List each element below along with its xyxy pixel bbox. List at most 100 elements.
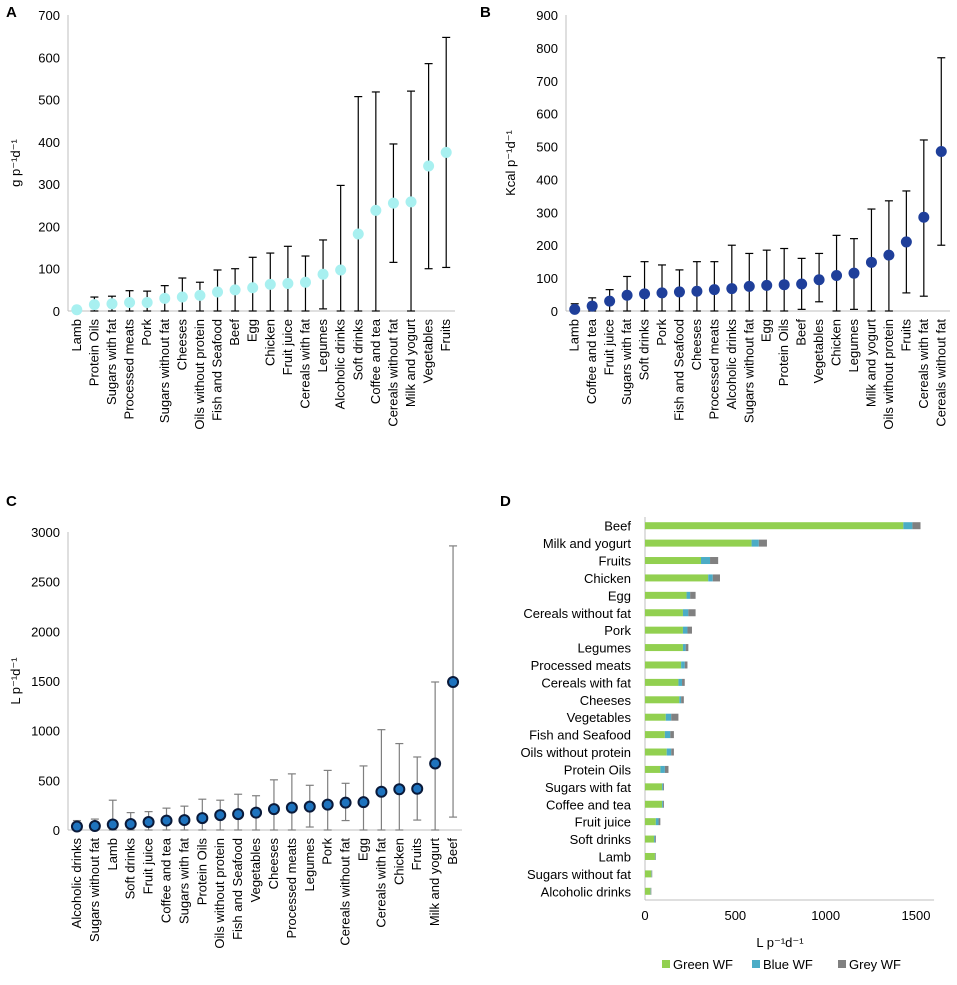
panel-c-point-cereals-with-fat bbox=[375, 785, 388, 798]
panel-d-bar-grey-wf-legumes bbox=[685, 644, 689, 652]
panel-c-point-vegetables bbox=[250, 806, 263, 819]
panel-b-category-label: Pork bbox=[654, 319, 669, 346]
panel-b-y-tick: 300 bbox=[536, 205, 558, 220]
panel-b-category-label: Egg bbox=[759, 319, 774, 342]
panel-b-point-beef bbox=[796, 278, 808, 290]
panel-b-point-cereals-with-fat bbox=[918, 211, 930, 223]
panel-a-category-label: Processed meats bbox=[122, 319, 137, 420]
panel-d-bar-grey-wf-cheeses bbox=[681, 696, 684, 704]
panel-c-point-cheeses bbox=[267, 803, 280, 816]
panel-c-category-label: Alcoholic drinks bbox=[69, 838, 84, 929]
panel-c-point-milk-and-yogurt bbox=[429, 757, 442, 770]
panel-a-category-label: Coffee and tea bbox=[368, 318, 383, 404]
panel-c-category-label: Protein Oils bbox=[194, 838, 209, 906]
panel-a-category-label: Lamb bbox=[69, 319, 84, 352]
panel-c-y-tick: 500 bbox=[38, 773, 60, 788]
panel-d-x-label: L p⁻¹d⁻¹ bbox=[756, 935, 804, 950]
panel-a-category-label: Fruits bbox=[438, 319, 453, 352]
panel-a-category-label: Cheeses bbox=[174, 319, 189, 371]
panel-d-bar-grey-wf-sugars-without-fat bbox=[651, 870, 653, 878]
panel-b-category-label: Coffee and tea bbox=[584, 318, 599, 404]
panel-a-point-sugars-with-fat bbox=[106, 298, 118, 310]
panel-d-bar-grey-wf-oils-without-protein bbox=[671, 748, 674, 756]
panel-d-legend-swatch-grey-wf bbox=[838, 960, 846, 968]
panel-a-category-label: Cereals without fat bbox=[385, 319, 400, 427]
panel-b-point-lamb bbox=[569, 303, 581, 315]
panel-d-bar-blue-wf-sugars-with-fat bbox=[662, 783, 664, 791]
panel-d-x-tick: 500 bbox=[724, 908, 746, 923]
panel-d-bar-blue-wf-protein-oils bbox=[660, 765, 665, 773]
panel-b-point-sugars-without-fat bbox=[743, 280, 755, 292]
panel-c-category-label: Cereals with fat bbox=[373, 838, 388, 928]
panel-a-y-tick: 400 bbox=[38, 135, 60, 150]
panel-a-point-pork bbox=[141, 297, 153, 309]
panel-c-category-label: Legumes bbox=[302, 838, 317, 892]
panel-b-y-tick: 800 bbox=[536, 41, 558, 56]
panel-d-bar-green-wf-fruit-juice bbox=[645, 818, 656, 826]
panel-d-bar-green-wf-fruits bbox=[645, 557, 702, 565]
panel-d-bar-green-wf-protein-oils bbox=[645, 765, 661, 773]
panel-b-y-tick: 500 bbox=[536, 140, 558, 155]
panel-b-point-fruits bbox=[900, 236, 912, 248]
panel-d-category-label: Soft drinks bbox=[570, 832, 632, 847]
panel-c-category-label: Beef bbox=[445, 838, 460, 865]
panel-b-category-label: Milk and yogurt bbox=[863, 319, 878, 408]
panel-c-y-tick: 3000 bbox=[31, 525, 60, 540]
panel-d-bar-grey-wf-soft-drinks bbox=[654, 835, 656, 843]
panel-c-point-chicken bbox=[393, 783, 406, 796]
panel-d-bar-green-wf-vegetables bbox=[645, 713, 666, 721]
panel-d-bar-blue-wf-coffee-and-tea bbox=[662, 800, 664, 808]
panel-c-category-label: Fruit juice bbox=[141, 838, 156, 894]
panel-d-legend-label-blue-wf: Blue WF bbox=[763, 957, 813, 972]
panel-c-point-sugars-with-fat bbox=[178, 814, 191, 827]
panel-letter-b: B bbox=[480, 4, 491, 21]
panel-a-point-cereals-with-fat bbox=[299, 276, 311, 288]
panel-b-point-cereals-without-fat bbox=[935, 145, 947, 157]
panel-d-category-label: Pork bbox=[604, 623, 631, 638]
panel-a-point-fruits bbox=[440, 146, 452, 158]
panel-d-bar-blue-wf-cereals-without-fat bbox=[682, 609, 689, 617]
panel-b-category-label: Legumes bbox=[846, 319, 861, 373]
panel-b-y-tick: 100 bbox=[536, 271, 558, 286]
panel-d-bar-grey-wf-milk-and-yogurt bbox=[758, 539, 767, 547]
panel-d-category-label: Fruit juice bbox=[575, 815, 631, 830]
panel-d-category-label: Fruits bbox=[599, 554, 632, 569]
panel-c-category-label: Lamb bbox=[105, 838, 120, 871]
panel-d-bar-green-wf-legumes bbox=[645, 644, 683, 652]
panel-d-category-label: Lamb bbox=[598, 849, 631, 864]
panel-d-bar-grey-wf-alcoholic-drinks bbox=[650, 887, 652, 895]
panel-c-point-oils-without-protein bbox=[214, 809, 227, 822]
panel-a-y-tick: 300 bbox=[38, 177, 60, 192]
panel-a-point-legumes bbox=[317, 268, 329, 280]
panel-a-point-vegetables bbox=[423, 160, 435, 172]
panel-c-y-tick: 1000 bbox=[31, 724, 60, 739]
panel-a-category-label: Sugars with fat bbox=[104, 319, 119, 405]
panel-d-bar-green-wf-coffee-and-tea bbox=[645, 800, 663, 808]
panel-a-category-label: Pork bbox=[139, 319, 154, 346]
panel-a-category-label: Beef bbox=[227, 319, 242, 346]
panel-c-category-label: Cheeses bbox=[266, 838, 281, 890]
panel-c-point-fruit-juice bbox=[142, 816, 155, 829]
panel-b-point-legumes bbox=[848, 267, 860, 279]
panel-c-y-tick: 2500 bbox=[31, 575, 60, 590]
panel-b-y-tick: 900 bbox=[536, 8, 558, 23]
panel-letter-d: D bbox=[500, 493, 511, 510]
panel-a-point-milk-and-yogurt bbox=[405, 196, 417, 208]
panel-c-category-label: Coffee and tea bbox=[159, 837, 174, 923]
panel-c-category-label: Sugars without fat bbox=[87, 838, 102, 942]
panel-d-bar-blue-wf-processed-meats bbox=[681, 661, 685, 669]
panel-a-category-label: Fish and Seafood bbox=[210, 319, 225, 421]
panel-c-point-fruits bbox=[411, 782, 424, 795]
panel-d-bar-grey-wf-chicken bbox=[712, 574, 720, 582]
panel-d-category-label: Chicken bbox=[584, 571, 631, 586]
panel-d-bar-blue-wf-pork bbox=[682, 626, 688, 634]
panel-c-category-label: Pork bbox=[320, 838, 335, 865]
panel-c-category-label: Fruits bbox=[409, 838, 424, 871]
panel-d-x-tick: 1000 bbox=[811, 908, 840, 923]
panel-c-point-pork bbox=[321, 798, 334, 811]
panel-b-point-milk-and-yogurt bbox=[865, 256, 877, 268]
panel-c-y-tick: 0 bbox=[53, 823, 60, 838]
panel-b-category-label: Soft drinks bbox=[637, 319, 652, 381]
panel-d-bar-blue-wf-egg bbox=[686, 591, 691, 599]
